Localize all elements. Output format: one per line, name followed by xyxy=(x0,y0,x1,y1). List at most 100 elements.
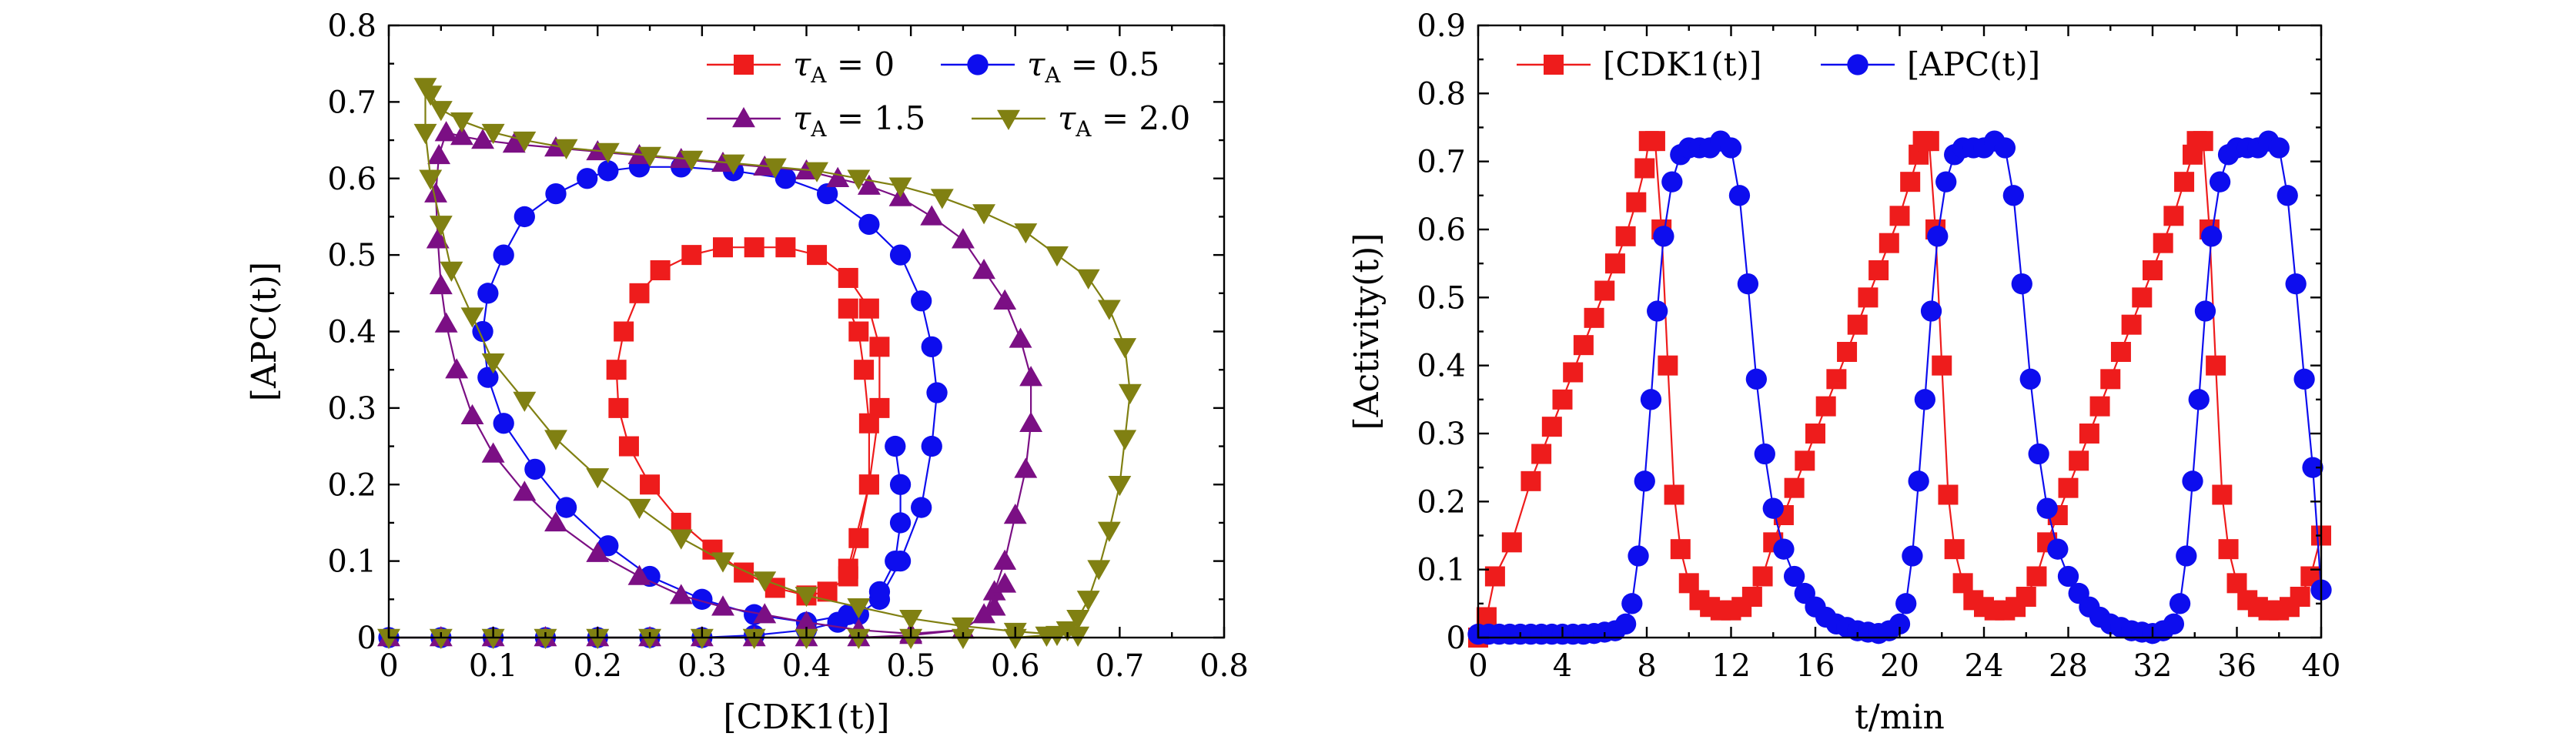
y-tick-label: 0.3 xyxy=(1417,417,1466,452)
data-point xyxy=(848,527,869,548)
data-point xyxy=(477,367,499,388)
data-point xyxy=(1644,131,1665,152)
data-point xyxy=(1837,342,1858,362)
data-point xyxy=(1014,223,1038,244)
legend-label: [CDK1(t)] xyxy=(1603,45,1761,83)
data-point xyxy=(2100,369,2121,390)
data-point xyxy=(1584,307,1604,328)
data-point xyxy=(2143,260,2163,280)
data-point xyxy=(2188,389,2210,410)
data-point xyxy=(596,142,620,163)
data-point xyxy=(805,162,829,182)
data-point xyxy=(1815,396,1836,417)
data-point xyxy=(1541,417,1562,437)
data-point xyxy=(481,353,505,374)
data-point xyxy=(1858,287,1878,308)
data-point xyxy=(1521,470,1541,491)
data-point xyxy=(1762,497,1784,519)
data-point xyxy=(669,529,693,550)
data-point xyxy=(888,177,912,198)
data-point xyxy=(753,571,777,592)
data-point xyxy=(1097,521,1121,542)
data-point xyxy=(2016,587,2036,607)
x-tick-label: 0.3 xyxy=(677,648,727,684)
legend-subscript: A xyxy=(810,116,827,142)
data-point xyxy=(1773,538,1795,560)
data-point xyxy=(606,360,627,380)
data-point xyxy=(930,189,954,209)
y-tick-label: 0.5 xyxy=(327,238,376,273)
data-point xyxy=(838,298,858,319)
data-point xyxy=(826,166,850,187)
data-point xyxy=(993,549,1017,570)
legend-tau: τ xyxy=(793,99,811,137)
legend-label: τA = 1.5 xyxy=(793,99,925,142)
data-point xyxy=(544,511,567,532)
data-point xyxy=(2011,273,2032,295)
data-point xyxy=(911,290,932,312)
data-point xyxy=(951,228,975,249)
data-point xyxy=(734,562,754,583)
data-point xyxy=(1661,171,1683,193)
data-point xyxy=(2058,477,2079,498)
data-point xyxy=(869,336,890,357)
data-point xyxy=(920,205,944,226)
data-point xyxy=(534,628,557,649)
data-point xyxy=(554,139,578,159)
data-point xyxy=(2036,497,2058,519)
data-point xyxy=(847,598,871,619)
data-point xyxy=(434,312,458,333)
data-point xyxy=(1927,226,1949,247)
data-point xyxy=(972,259,996,280)
y-tick-label: 0.9 xyxy=(1417,8,1466,44)
data-point xyxy=(2293,368,2315,390)
data-point xyxy=(2047,538,2069,560)
data-point xyxy=(586,468,610,489)
data-point xyxy=(555,497,577,518)
y-tick-label: 0.7 xyxy=(1417,145,1466,180)
data-point xyxy=(2218,539,2239,560)
data-point xyxy=(640,474,661,495)
data-point xyxy=(1938,484,1959,505)
data-point xyxy=(2069,450,2089,471)
data-point xyxy=(899,609,923,631)
data-point xyxy=(471,129,495,149)
data-point xyxy=(1914,389,1936,410)
data-point xyxy=(1087,560,1111,581)
legend-entry: [APC(t)] xyxy=(1821,45,2040,83)
data-point xyxy=(1113,430,1137,450)
legend-label: [APC(t)] xyxy=(1907,45,2040,83)
data-point xyxy=(763,158,787,179)
y-tick-label: 0.6 xyxy=(327,162,376,197)
legend-entry: τA = 2.0 xyxy=(972,99,1190,142)
data-point xyxy=(1113,338,1137,359)
data-point xyxy=(1741,587,1762,607)
data-point xyxy=(1754,443,1775,465)
x-axis-label: t/min xyxy=(1855,698,1945,737)
data-point xyxy=(1658,355,1678,376)
legend-value: = 1.5 xyxy=(826,99,925,137)
legend-entry: [CDK1(t)] xyxy=(1517,45,1761,83)
legend-label: τA = 2.0 xyxy=(1058,99,1190,142)
data-point xyxy=(1066,609,1090,631)
y-tick-label: 0.1 xyxy=(327,544,376,580)
y-tick-label: 0 xyxy=(357,621,376,656)
data-point xyxy=(889,512,912,534)
data-point xyxy=(857,174,881,195)
data-point xyxy=(885,435,906,457)
data-point xyxy=(650,260,671,280)
data-point xyxy=(2182,470,2203,492)
data-point xyxy=(921,435,942,457)
data-point xyxy=(514,206,535,228)
data-point xyxy=(545,182,567,205)
data-point xyxy=(2285,273,2307,295)
data-point xyxy=(744,237,764,258)
data-point xyxy=(858,213,880,236)
x-tick-label: 0.8 xyxy=(1199,648,1249,684)
data-point xyxy=(638,146,662,167)
phase-portrait-chart: 0 0.1 0.2 0.3 0.4 0.5 0.6 0.7 0.8 0 0.1 0.2 0.3 0.4 0.… xyxy=(245,8,1249,737)
data-point xyxy=(577,168,598,189)
data-point xyxy=(711,595,734,616)
data-point xyxy=(513,391,537,412)
y-tick-label: 0 xyxy=(1447,621,1466,656)
